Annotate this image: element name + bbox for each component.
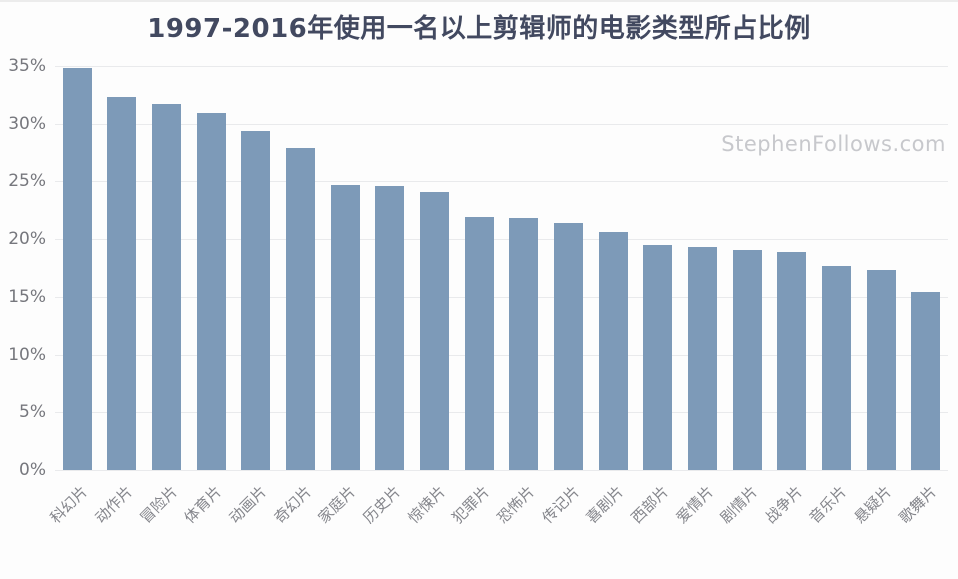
y-tick-label-30: 30% (8, 113, 46, 134)
bar-动作片 (107, 97, 137, 470)
bar-slot (770, 66, 815, 470)
x-slot: 音乐片 (806, 471, 859, 579)
x-slot: 冒险片 (136, 471, 189, 579)
gridline-25 (55, 181, 948, 183)
gridline-20 (55, 239, 948, 241)
bar-slot (680, 66, 725, 470)
x-slot: 动作片 (92, 471, 145, 579)
x-slot: 惊悚片 (404, 471, 457, 579)
bar-歌舞片 (911, 292, 941, 470)
bar-西部片 (643, 244, 673, 470)
bar-slot (457, 66, 502, 470)
y-tick-label-15: 15% (8, 286, 46, 307)
bar-slot (412, 66, 457, 470)
bar-slot (546, 66, 591, 470)
x-slot: 爱情片 (672, 471, 725, 579)
x-slot: 奇幻片 (270, 471, 323, 579)
bar-悬疑片 (866, 270, 896, 470)
chart-title: 1997-2016年使用一名以上剪辑师的电影类型所占比例 (147, 14, 811, 44)
y-tick-label-35: 35% (8, 56, 46, 76)
bar-slot (368, 66, 413, 470)
bar-冒险片 (152, 104, 182, 470)
y-tick-label-0: 0% (19, 460, 46, 480)
bar-slot (234, 66, 279, 470)
bar-战争片 (777, 251, 807, 470)
bar-slot (278, 66, 323, 470)
bar-slot (636, 66, 681, 470)
bar-slot (725, 66, 770, 470)
bar-传记片 (554, 222, 584, 470)
bar-喜剧片 (598, 232, 628, 470)
bar-slot (814, 66, 859, 470)
bar-slot (859, 66, 904, 470)
x-tick-label-科幻片: 科幻片 (46, 482, 92, 527)
bar-爱情片 (688, 247, 718, 470)
y-tick-label-10: 10% (8, 344, 46, 365)
x-slot: 剧情片 (717, 471, 770, 579)
bar-slot (189, 66, 234, 470)
x-slot: 西部片 (627, 471, 681, 579)
bar-slot (144, 66, 189, 470)
bar-历史片 (375, 186, 405, 470)
x-slot: 动画片 (226, 471, 279, 579)
bar-体育片 (196, 113, 226, 470)
y-tick-label-5: 5% (19, 402, 46, 423)
gridline-10 (55, 354, 948, 356)
y-tick-label-25: 25% (8, 171, 46, 192)
watermark-text: StephenFollows.com (721, 132, 946, 156)
x-slot: 歌舞片 (895, 471, 948, 579)
bar-动画片 (241, 130, 271, 470)
x-slot: 战争片 (761, 471, 815, 579)
gridline-35 (55, 66, 948, 67)
bar-犯罪片 (464, 217, 494, 470)
x-slot: 恐怖片 (493, 471, 547, 579)
bar-slot (55, 66, 100, 470)
bar-slot (903, 66, 948, 470)
plot-area (55, 66, 948, 471)
y-axis: 0% 5% 10% 15% 20% 25% 30% 35% (0, 56, 46, 480)
x-slot: 传记片 (538, 471, 591, 579)
x-slot: 科幻片 (47, 471, 100, 579)
gridline-30 (55, 123, 948, 125)
bar-科幻片 (62, 68, 92, 470)
y-tick-label-20: 20% (8, 229, 46, 250)
bar-slot (323, 66, 368, 470)
bar-家庭片 (330, 184, 360, 470)
bar-slot (502, 66, 547, 470)
bar-音乐片 (821, 265, 851, 470)
x-slot: 犯罪片 (449, 471, 502, 579)
x-slot: 历史片 (360, 471, 413, 579)
bar-slot (591, 66, 636, 470)
x-axis: 科幻片 动作片 冒险片 体育片 动画片 奇幻片 家庭片 历史片 惊悚片 犯罪片 恐怖片 传记片 喜剧片西… (47, 471, 948, 579)
bar-剧情片 (732, 249, 762, 470)
gridline-0 (55, 470, 948, 471)
bar-惊悚片 (420, 191, 450, 470)
gridline-5 (55, 412, 948, 414)
x-slot: 体育片 (181, 471, 234, 579)
x-slot: 家庭片 (315, 471, 368, 579)
bar-series (55, 66, 948, 470)
bar-奇幻片 (286, 147, 316, 470)
bar-恐怖片 (509, 218, 539, 470)
x-slot: 喜剧片 (583, 471, 636, 579)
bar-slot (100, 66, 145, 470)
gridline-15 (55, 296, 948, 298)
x-slot: 悬疑片 (851, 471, 904, 579)
